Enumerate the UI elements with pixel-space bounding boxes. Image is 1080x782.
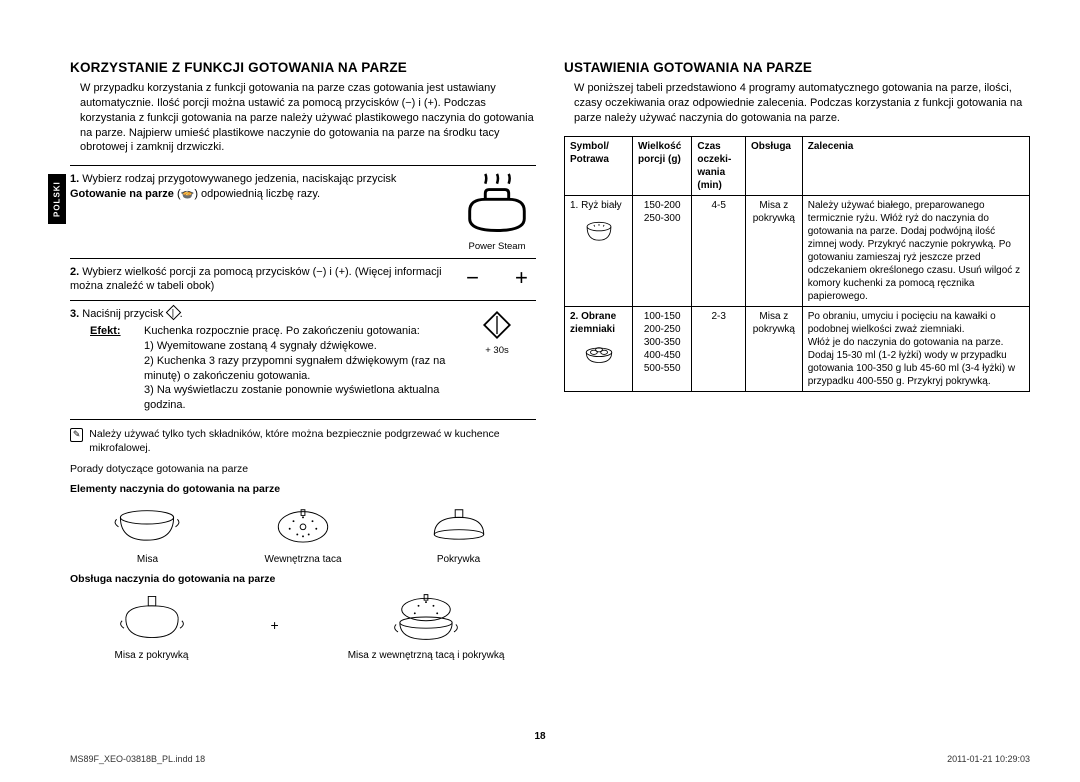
- bowl-lid-icon: [102, 589, 202, 645]
- step-num: 2.: [70, 266, 79, 278]
- language-tab: POLSKI: [48, 174, 66, 224]
- step-1: 1. Wybierz rodzaj przygotowywanego jedze…: [70, 165, 536, 257]
- td-handle: Misa z pokrywką: [745, 306, 802, 391]
- th-handle: Obsługa: [745, 136, 802, 195]
- td-time: 2-3: [692, 306, 746, 391]
- table-row: 2. Obrane ziemniaki 100-150 200-250 300-…: [565, 306, 1030, 391]
- note-icon: ✎: [70, 428, 83, 442]
- tips-line: Porady dotyczące gotowania na parze: [70, 463, 536, 475]
- td-handle: Misa z pokrywką: [745, 195, 802, 306]
- elements-row: Misa Wewnętrzna taca Pokrywka: [70, 499, 536, 565]
- minus-plus-icon: −+: [458, 265, 536, 291]
- start-icon-inline: [165, 305, 181, 321]
- elements-heading: Elementy naczynia do gotowania na parze: [70, 483, 536, 495]
- handling-row: Misa z pokrywką + Misa z wewnętrzną tacą…: [70, 589, 536, 661]
- tray-icon: [265, 499, 341, 549]
- bowl-tray-lid-icon: [376, 589, 476, 645]
- start-30s-icon: + 30s: [458, 307, 536, 356]
- potato-icon: [582, 340, 616, 368]
- footer-left: MS89F_XEO-03818B_PL.indd 18: [70, 754, 205, 764]
- efekt-label: Efekt:: [90, 324, 144, 339]
- td-rec: Należy używać białego, preparowanego ter…: [802, 195, 1029, 306]
- left-column: KORZYSTANIE Z FUNKCJI GOTOWANIA NA PARZE…: [70, 60, 536, 661]
- settings-table: Symbol/ Potrawa Wielkość porcji (g) Czas…: [564, 136, 1030, 392]
- td-rec: Po obraniu, umyciu i pocięciu na kawałki…: [802, 306, 1029, 391]
- step-num: 3.: [70, 308, 79, 320]
- lid-icon: [421, 499, 497, 549]
- right-heading: USTAWIENIA GOTOWANIA NA PARZE: [564, 60, 1030, 75]
- step-num: 1.: [70, 173, 79, 185]
- note: ✎ Należy używać tylko tych składników, k…: [70, 428, 536, 455]
- efekt-item: 3) Na wyświetlaczu zostanie ponownie wyś…: [144, 383, 450, 413]
- td-size: 100-150 200-250 300-350 400-450 500-550: [633, 306, 692, 391]
- right-intro: W poniższej tabeli przedstawiono 4 progr…: [564, 81, 1030, 126]
- left-heading: KORZYSTANIE Z FUNKCJI GOTOWANIA NA PARZE: [70, 60, 536, 75]
- td-time: 4-5: [692, 195, 746, 306]
- page-number: 18: [0, 731, 1080, 742]
- th-rec: Zalecenia: [802, 136, 1029, 195]
- left-intro: W przypadku korzystania z funkcji gotowa…: [70, 81, 536, 155]
- th-time: Czas oczeki­wania (min): [692, 136, 746, 195]
- power-steam-icon: Power Steam: [458, 172, 536, 251]
- step-text: Wybierz wielkość porcji za pomocą przyci…: [70, 266, 442, 293]
- table-row: 1. Ryż biały 150-200 250-300 4-5 Misa z …: [565, 195, 1030, 306]
- step-text: Naciśnij przycisk: [82, 308, 166, 320]
- right-column: USTAWIENIA GOTOWANIA NA PARZE W poniższe…: [564, 60, 1030, 661]
- handling-heading: Obsługa naczynia do gotowania na parze: [70, 573, 536, 585]
- efekt-item: 1) Wyemitowane zostaną 4 sygnały dźwięko…: [144, 339, 450, 354]
- step-text: Wybierz rodzaj przygotowywanego jedzenia…: [70, 173, 396, 200]
- th-symbol: Symbol/ Potrawa: [565, 136, 633, 195]
- footer-right: 2011-01-21 10:29:03: [947, 754, 1030, 764]
- note-text: Należy używać tylko tych składników, któ…: [89, 428, 536, 455]
- efekt-item: 2) Kuchenka 3 razy przypomni sygnałem dź…: [144, 354, 450, 384]
- td-size: 150-200 250-300: [633, 195, 692, 306]
- bowl-icon: [109, 499, 185, 549]
- rice-icon: [582, 216, 616, 244]
- step-3: 3. Naciśnij przycisk . Efekt: Kuchenka r…: [70, 300, 536, 420]
- step-2: 2. Wybierz wielkość porcji za pomocą prz…: [70, 258, 536, 301]
- efekt-text: Kuchenka rozpocznie pracę. Po zakończeni…: [144, 324, 450, 339]
- th-size: Wielkość porcji (g): [633, 136, 692, 195]
